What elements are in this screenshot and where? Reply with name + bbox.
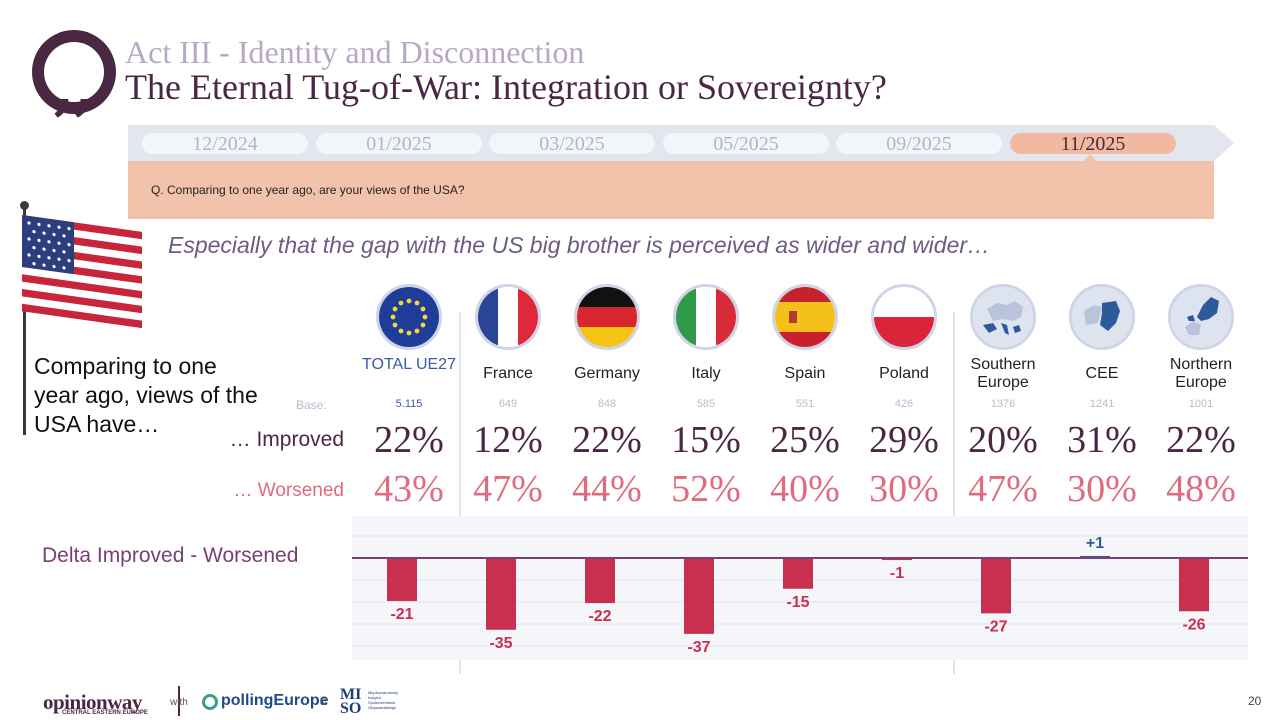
column-label: Northern Europe — [1169, 356, 1233, 391]
act-title: Act III - Identity and Disconnection — [125, 34, 585, 70]
question-text: Q. Comparing to one year ago, are your v… — [151, 183, 465, 197]
delta-bar — [981, 558, 1011, 614]
base-value: 1241 — [1089, 398, 1115, 410]
delta-value-label: -37 — [687, 639, 710, 656]
column-label: Italy — [691, 365, 721, 382]
polling-europe-logo-icon — [202, 694, 218, 710]
question-box — [128, 161, 1214, 219]
quote-logo-icon: ,, — [32, 30, 116, 122]
timeline-item[interactable]: 12/2024 — [142, 133, 308, 155]
worsened-row-label: … Worsened — [233, 480, 344, 501]
improved-value: 22% — [572, 419, 642, 461]
miso-logo-text: Międzynarodowy Instytut Społeczeństwa Ob… — [368, 690, 399, 710]
column-label: Southern Europe — [970, 356, 1036, 391]
worsened-value: 40% — [770, 468, 840, 510]
column-label: Germany — [574, 365, 640, 382]
improved-value: 15% — [671, 419, 741, 461]
delta-value-label: -15 — [786, 594, 809, 611]
eu-flag-icon — [376, 284, 442, 350]
worsened-value: 48% — [1166, 468, 1236, 510]
base-value: 5.115 — [395, 398, 423, 410]
flag-pole-top — [20, 201, 29, 210]
opinionway-logo-sub: CENTRAL EASTERN EUROPE — [62, 710, 148, 716]
subtitle: Especially that the gap with the US big … — [168, 232, 991, 258]
footer-amp-text: & — [320, 697, 327, 708]
column-separator — [953, 312, 955, 674]
column-label: TOTAL UE27 — [362, 356, 456, 373]
worsened-value: 30% — [869, 468, 939, 510]
footer-with-text: with — [170, 697, 188, 708]
improved-value: 12% — [473, 419, 543, 461]
miso-logo: MI SO — [340, 686, 362, 717]
improved-value: 22% — [1166, 419, 1236, 461]
page-number: 20 — [1248, 694, 1262, 708]
base-value: 848 — [597, 398, 617, 410]
base-value: 551 — [795, 398, 815, 410]
delta-value-label: +1 — [1086, 535, 1104, 552]
base-value: 649 — [498, 398, 518, 410]
improved-value: 29% — [869, 419, 939, 461]
france-flag-icon — [475, 284, 541, 350]
delta-bar — [387, 558, 417, 602]
timeline-item-active[interactable]: 11/2025 — [1010, 133, 1176, 155]
delta-bar — [684, 558, 714, 634]
improved-value: 31% — [1067, 419, 1137, 461]
delta-bar — [882, 558, 912, 561]
column-label: Spain — [784, 365, 826, 382]
improved-row-label: … Improved — [229, 428, 344, 451]
column-separator — [459, 312, 461, 674]
timeline-arrow-icon — [1214, 125, 1234, 161]
worsened-value: 30% — [1067, 468, 1137, 510]
northern-europe-map-icon — [1168, 284, 1234, 350]
spain-flag-icon — [772, 284, 838, 350]
italy-flag-icon — [673, 284, 739, 350]
column-label: CEE — [1085, 365, 1119, 382]
delta-bar — [486, 558, 516, 630]
delta-bar-chart: -21 -35 -22 -37 -15 -1 -27 +1 -26 — [352, 516, 1248, 660]
flag-pole — [23, 205, 26, 435]
delta-value-label: -35 — [489, 635, 512, 652]
worsened-value: 47% — [473, 468, 543, 510]
column-label: France — [483, 365, 533, 382]
left-question-label: Comparing to one year ago, views of the … — [34, 353, 258, 437]
worsened-value: 52% — [671, 468, 741, 510]
timeline-item[interactable]: 03/2025 — [489, 133, 655, 155]
delta-value-label: -1 — [890, 565, 904, 582]
delta-bar — [1179, 558, 1209, 612]
poland-flag-icon — [871, 284, 937, 350]
delta-bar — [1080, 555, 1110, 558]
delta-value-label: -26 — [1182, 616, 1205, 633]
polling-europe-logo: pollingEurope — [221, 692, 329, 709]
base-value: 1001 — [1188, 398, 1214, 410]
opinionway-logo: opinionway — [43, 690, 142, 714]
delta-row-label: Delta Improved - Worsened — [42, 544, 299, 567]
worsened-value: 44% — [572, 468, 642, 510]
timeline-item[interactable]: 05/2025 — [663, 133, 829, 155]
usa-flag-icon — [22, 215, 142, 329]
base-value: 426 — [894, 398, 914, 410]
timeline-item[interactable]: 01/2025 — [316, 133, 482, 155]
delta-value-label: -27 — [984, 618, 1007, 635]
timeline-item[interactable]: 09/2025 — [836, 133, 1002, 155]
cee-map-icon — [1069, 284, 1135, 350]
delta-value-label: -21 — [390, 606, 413, 623]
base-label: Base: — [296, 398, 327, 412]
worsened-value: 43% — [374, 468, 444, 510]
delta-value-label: -22 — [588, 608, 611, 625]
worsened-value: 47% — [968, 468, 1038, 510]
base-value: 585 — [696, 398, 716, 410]
improved-value: 25% — [770, 419, 840, 461]
southern-europe-map-icon — [970, 284, 1036, 350]
base-value: 1376 — [990, 398, 1016, 410]
germany-flag-icon — [574, 284, 640, 350]
improved-value: 22% — [374, 419, 444, 461]
delta-bar — [783, 558, 813, 589]
timeline-pointer-icon — [1083, 154, 1097, 162]
footer-separator — [178, 686, 180, 716]
column-label: Poland — [879, 365, 929, 382]
delta-bar — [585, 558, 615, 604]
page-title: The Eternal Tug-of-War: Integration or S… — [125, 67, 887, 107]
improved-value: 20% — [968, 419, 1038, 461]
